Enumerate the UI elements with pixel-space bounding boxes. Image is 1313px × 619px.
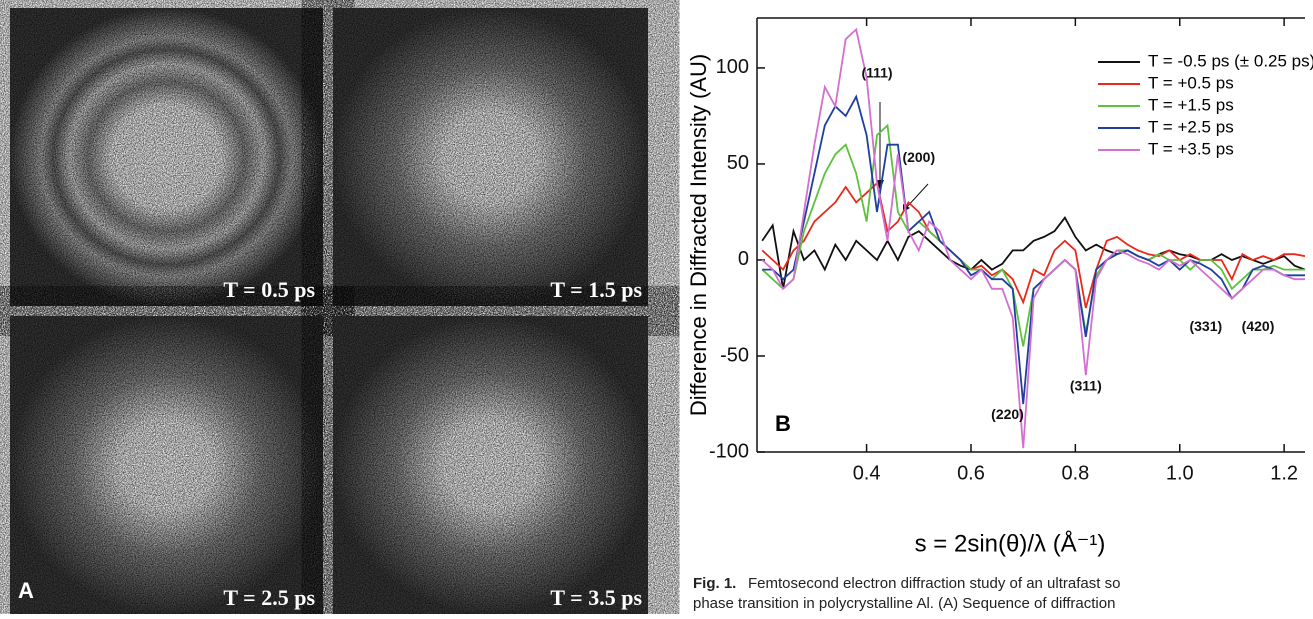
- legend-label: T = +0.5 ps: [1148, 73, 1234, 92]
- annotation: (200): [902, 149, 935, 165]
- y-tick-label: -50: [720, 344, 749, 366]
- legend-label: T = +1.5 ps: [1148, 95, 1234, 114]
- image-noise: [10, 316, 323, 614]
- panel-label: T = 1.5 ps: [550, 277, 642, 302]
- y-tick-label: 50: [727, 152, 749, 174]
- x-tick-label: 0.4: [853, 462, 881, 484]
- series-line: [762, 94, 1305, 405]
- panel-label: T = 0.5 ps: [223, 277, 315, 302]
- image-noise: [333, 316, 648, 614]
- caption-line: phase transition in polycrystalline Al. …: [693, 595, 1115, 612]
- image-noise: [10, 8, 323, 306]
- x-tick-label: 1.2: [1270, 462, 1298, 484]
- panel-label: T = 3.5 ps: [550, 585, 642, 610]
- x-tick-label: 1.0: [1166, 462, 1194, 484]
- x-tick-label: 0.6: [957, 462, 985, 484]
- y-axis-label: Difference in Diffracted Intensity (AU): [686, 54, 711, 416]
- x-tick-label: 0.8: [1061, 462, 1089, 484]
- legend-label: T = -0.5 ps (± 0.25 ps): [1148, 51, 1313, 70]
- panel-a: T = 0.5 ps T = 1.5 ps T = 2.5 ps T = 3.5…: [10, 8, 648, 614]
- caption-line: Femtosecond electron diffraction study o…: [748, 575, 1120, 592]
- annotation: (220): [991, 406, 1024, 422]
- series-line: [761, 123, 1305, 347]
- series-line: [761, 27, 1305, 449]
- panel-letter: A: [18, 578, 34, 603]
- legend-label: T = +2.5 ps: [1148, 117, 1234, 136]
- series-line: [761, 216, 1306, 289]
- annotation: (331): [1189, 318, 1222, 334]
- caption: Fig. 1. Femtosecond electron diffraction…: [693, 575, 1120, 612]
- annotation: (311): [1070, 377, 1102, 393]
- x-axis-label: s = 2sin(θ)/λ (Å⁻¹): [915, 529, 1106, 557]
- legend-label: T = +3.5 ps: [1148, 139, 1234, 158]
- chart-b: Difference in Diffracted Intensity (AU) …: [686, 17, 1313, 557]
- annotation: (111): [861, 64, 892, 80]
- panel-label: T = 2.5 ps: [223, 585, 315, 610]
- caption-label: Fig. 1.: [693, 575, 736, 592]
- series-line: [761, 181, 1306, 309]
- y-tick-label: 0: [738, 248, 749, 270]
- image-noise: [333, 8, 648, 306]
- panel-letter: B: [775, 411, 791, 436]
- y-tick-label: -100: [709, 440, 749, 462]
- y-tick-label: 100: [716, 56, 749, 78]
- annotation: (420): [1242, 318, 1275, 334]
